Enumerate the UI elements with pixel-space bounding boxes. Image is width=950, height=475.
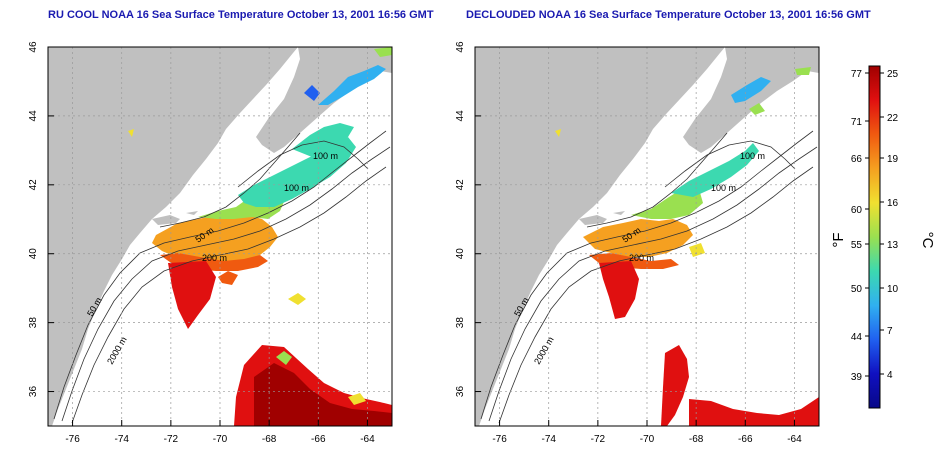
right-contour-label-200m: 200 m	[629, 253, 654, 263]
x-tick-label: -74	[541, 434, 556, 445]
x-tick-label: -70	[640, 434, 655, 445]
x-tick-label: -66	[311, 434, 326, 445]
right-contour-label-100m-north: 100 m	[740, 151, 765, 161]
colorbar-f-tick-label: 66	[851, 154, 863, 165]
colorbar-f-tick-label: 77	[851, 69, 863, 80]
right-map-panel: 100 m 100 m 50 m 200 m 50 m 2000 m -76 -7…	[455, 41, 820, 445]
right-sst-data	[555, 67, 819, 426]
colorbar-c-tick-label: 25	[887, 69, 899, 80]
y-tick-label: 42	[455, 179, 466, 191]
x-tick-label: -70	[213, 434, 228, 445]
colorbar-f-tick-label: 71	[851, 117, 863, 128]
right-map-land	[475, 47, 819, 426]
temperature-colorbar: 77 71 66 60 55 50 44 39 25 22 19 16 13 10 7 4 °F °C	[830, 65, 936, 409]
y-tick-label: 40	[455, 248, 466, 260]
x-tick-label: -64	[787, 434, 802, 445]
left-bathymetry-contours	[53, 130, 391, 424]
left-map-grid	[48, 46, 392, 426]
colorbar-f-tick-label: 55	[851, 240, 863, 251]
right-bathymetry-contours	[480, 130, 818, 424]
colorbar-c-tick-label: 4	[887, 370, 893, 381]
left-contour-label-100m-south: 100 m	[284, 183, 309, 193]
y-tick-label: 44	[28, 110, 39, 122]
colorbar-f-tick-label: 39	[851, 372, 863, 383]
colorbar-c-tick-label: 7	[887, 326, 893, 337]
colorbar-c-tick-label: 19	[887, 154, 899, 165]
left-sst-data	[128, 47, 392, 426]
y-tick-label: 42	[28, 179, 39, 191]
colorbar-c-tick-label: 13	[887, 240, 899, 251]
x-tick-label: -66	[738, 434, 753, 445]
right-map-grid	[475, 46, 819, 426]
colorbar-f-tick-label: 60	[851, 205, 863, 216]
x-tick-label: -68	[262, 434, 277, 445]
fahrenheit-unit-label: °F	[830, 232, 847, 247]
colorbar-f-tick-label: 44	[851, 332, 863, 343]
x-tick-label: -68	[689, 434, 704, 445]
left-map-title: RU COOL NOAA 16 Sea Surface Temperature …	[48, 9, 434, 21]
y-tick-label: 44	[455, 110, 466, 122]
left-map-panel: 100 m 100 m 50 m 200 m 50 m 2000 m -76 -7…	[28, 41, 393, 445]
x-tick-label: -76	[65, 434, 80, 445]
colorbar-f-tick-label: 50	[851, 284, 863, 295]
colorbar-celsius-ticks: 25 22 19 16 13 10 7 4	[880, 69, 899, 381]
colorbar-scale	[868, 65, 881, 409]
right-x-axis: -76 -74 -72 -70 -68 -66 -64	[492, 420, 802, 445]
colorbar-fahrenheit-ticks: 77 71 66 60 55 50 44 39	[851, 69, 869, 383]
colorbar-c-tick-label: 16	[887, 198, 899, 209]
x-tick-label: -64	[360, 434, 375, 445]
y-tick-label: 38	[28, 317, 39, 329]
x-tick-label: -74	[114, 434, 129, 445]
y-tick-label: 40	[28, 248, 39, 260]
y-tick-label: 38	[455, 317, 466, 329]
colorbar-c-tick-label: 22	[887, 113, 899, 124]
x-tick-label: -72	[164, 434, 179, 445]
right-map-title: DECLOUDED NOAA 16 Sea Surface Temperatur…	[466, 9, 871, 21]
y-tick-label: 36	[28, 386, 39, 398]
celsius-unit-label: °C	[919, 232, 936, 249]
x-tick-label: -72	[591, 434, 606, 445]
y-tick-label: 46	[28, 41, 39, 53]
right-y-axis: 36 38 40 42 44 46	[455, 41, 481, 397]
x-tick-label: -76	[492, 434, 507, 445]
y-tick-label: 36	[455, 386, 466, 398]
left-y-axis: 36 38 40 42 44 46	[28, 41, 54, 397]
left-contour-label-100m-north: 100 m	[313, 151, 338, 161]
left-contour-label-200m: 200 m	[202, 253, 227, 263]
left-x-axis: -76 -74 -72 -70 -68 -66 -64	[65, 420, 375, 445]
right-contour-label-100m-south: 100 m	[711, 183, 736, 193]
colorbar-c-tick-label: 10	[887, 284, 899, 295]
y-tick-label: 46	[455, 41, 466, 53]
